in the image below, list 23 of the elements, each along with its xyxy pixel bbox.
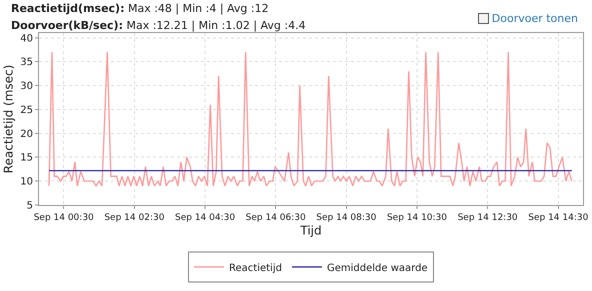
y-tick-label: 35 — [20, 57, 33, 68]
y-tick-label: 25 — [20, 104, 33, 116]
x-tick-label: Sep 14 10:30 — [386, 212, 448, 223]
x-tick-label: Sep 14 00:30 — [34, 212, 94, 223]
y-tick-label: 30 — [20, 81, 33, 92]
y-tick-label: 20 — [20, 128, 33, 140]
text: Doorvoer tonen — [492, 12, 578, 25]
legend-label: Gemiddelde waarde — [326, 262, 428, 274]
x-tick-label: Sep 14 14:30 — [528, 212, 589, 223]
y-tick-label: 40 — [20, 33, 33, 44]
y-tick-label: 15 — [20, 152, 33, 164]
x-tick-label: Sep 14 06:30 — [246, 212, 306, 223]
x-tick-label: Sep 14 02:30 — [104, 212, 165, 223]
chart-title: Reactietijd(msec): Max :48 | Min :4 | Avg :12 — [11, 2, 269, 15]
chart-subtitle: Doorvoer(kB/sec): Max :12.21 | Min :1.02 | Avg :4.4 — [11, 19, 306, 32]
y-axis-title: Reactietijd (msec) — [2, 64, 16, 174]
y-tick-label: 10 — [20, 176, 33, 188]
x-axis-title: Tijd — [299, 224, 322, 238]
y-tick-label: 5 — [26, 200, 33, 212]
x-tick-label: Sep 14 08:30 — [316, 212, 377, 223]
x-tick-label: Sep 14 12:30 — [458, 212, 518, 223]
legend-label: Reactietijd — [229, 262, 282, 274]
x-tick-label: Sep 14 04:30 — [174, 212, 236, 223]
